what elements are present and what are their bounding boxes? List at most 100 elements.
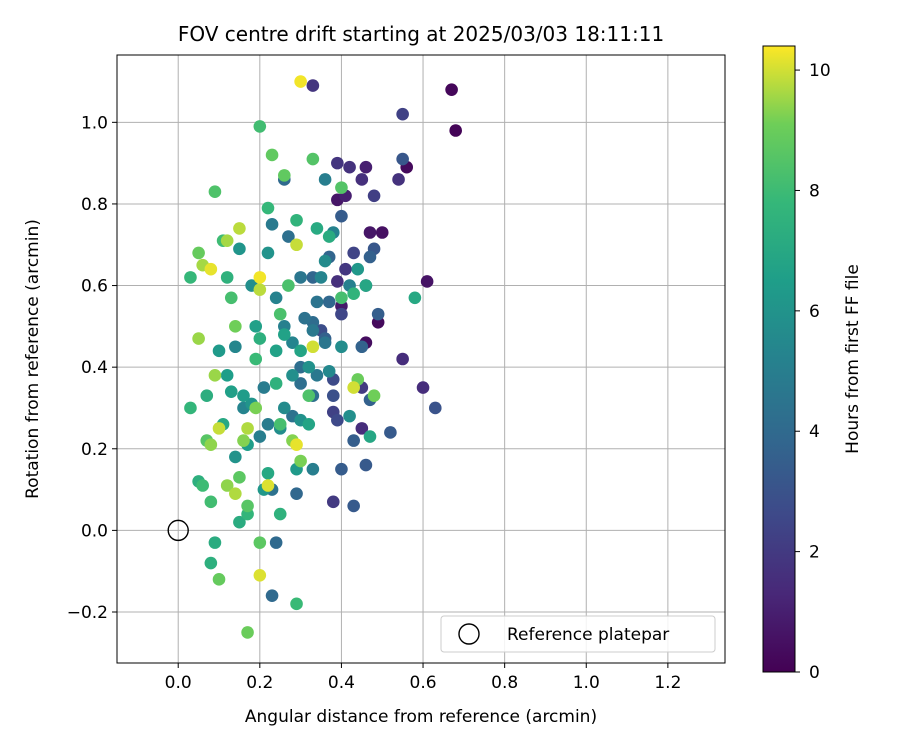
data-point <box>318 254 332 268</box>
y-tick-label: 0.4 <box>81 358 108 378</box>
data-point <box>253 283 267 296</box>
data-point <box>310 295 324 309</box>
data-point <box>302 417 316 431</box>
data-point <box>282 279 295 292</box>
colorbar-label: Hours from first FF file <box>843 264 863 454</box>
data-point <box>416 381 430 394</box>
data-point <box>396 152 409 166</box>
data-point <box>294 377 307 390</box>
y-tick-label: 1.0 <box>81 113 108 133</box>
data-point <box>241 422 254 435</box>
data-point <box>322 364 336 378</box>
data-point <box>229 340 242 354</box>
data-point <box>184 271 197 284</box>
data-point <box>269 344 283 358</box>
data-point <box>249 352 263 366</box>
legend-box <box>440 615 716 653</box>
data-point <box>229 487 242 500</box>
data-point <box>347 499 360 513</box>
legend-marker-reference <box>458 623 480 645</box>
x-axis-ticks: 0.0 0.2 0.4 0.6 0.8 1.0 1.2 <box>165 663 681 693</box>
data-point <box>298 311 312 325</box>
data-point <box>318 173 332 186</box>
data-point <box>363 250 377 264</box>
data-point <box>290 438 303 451</box>
data-point <box>310 369 324 382</box>
data-point <box>359 458 373 472</box>
data-point <box>229 320 242 333</box>
data-point <box>306 152 320 166</box>
data-point <box>302 360 316 374</box>
data-point <box>273 417 287 431</box>
data-point <box>339 262 352 276</box>
data-points <box>184 75 462 639</box>
data-point <box>363 430 377 443</box>
colorbar-tick-label: 4 <box>809 422 820 442</box>
data-point <box>273 507 287 521</box>
data-point <box>290 213 303 227</box>
y-axis-label: Rotation from reference (arcmin) <box>23 219 43 499</box>
data-point <box>265 148 279 162</box>
data-point <box>367 389 381 403</box>
data-point <box>261 466 275 480</box>
data-point <box>359 279 373 292</box>
data-point <box>335 209 348 223</box>
x-tick-label: 0.4 <box>328 673 355 693</box>
data-point <box>331 413 344 427</box>
data-point <box>208 536 222 549</box>
data-point <box>331 156 344 170</box>
data-point <box>265 218 279 231</box>
data-point <box>343 409 356 423</box>
y-tick-label: 0.2 <box>81 440 108 460</box>
y-tick-label: −0.2 <box>67 603 108 623</box>
data-point <box>261 201 275 215</box>
data-point <box>290 238 303 252</box>
data-point <box>408 291 422 305</box>
data-point <box>208 185 222 198</box>
data-point <box>322 295 336 309</box>
data-point <box>286 369 299 382</box>
data-point <box>294 75 307 88</box>
data-point <box>204 262 218 276</box>
data-point <box>335 181 348 194</box>
data-point <box>278 169 291 182</box>
data-point <box>233 222 246 235</box>
data-point <box>224 291 238 305</box>
data-point <box>241 499 254 513</box>
reference-platepar-marker <box>167 519 189 542</box>
data-point <box>290 487 303 500</box>
data-point <box>208 369 222 382</box>
data-point <box>265 589 279 602</box>
data-point <box>310 222 324 235</box>
data-point <box>220 234 234 247</box>
x-tick-label: 1.2 <box>654 673 681 693</box>
x-tick-label: 0.0 <box>165 673 192 693</box>
data-point <box>220 369 234 382</box>
data-point <box>396 352 409 366</box>
data-point <box>335 307 348 321</box>
data-point <box>445 83 458 96</box>
plot-frame <box>116 54 726 664</box>
data-point <box>347 287 360 301</box>
x-tick-label: 1.0 <box>573 673 600 693</box>
data-point <box>200 389 214 403</box>
data-point <box>229 450 242 464</box>
data-point <box>359 160 373 174</box>
data-point <box>306 79 320 92</box>
data-point <box>326 389 340 403</box>
data-point <box>253 271 267 284</box>
data-point <box>261 417 275 431</box>
data-point <box>343 160 356 174</box>
data-point <box>396 107 409 121</box>
data-point <box>224 385 238 398</box>
data-point <box>212 344 226 358</box>
data-point <box>249 320 263 333</box>
data-point <box>306 462 320 476</box>
data-point <box>290 597 303 611</box>
data-point <box>294 271 307 284</box>
data-point <box>428 401 442 415</box>
data-point <box>420 275 434 288</box>
data-point <box>233 515 246 529</box>
data-point <box>253 120 267 133</box>
data-point <box>355 173 369 186</box>
